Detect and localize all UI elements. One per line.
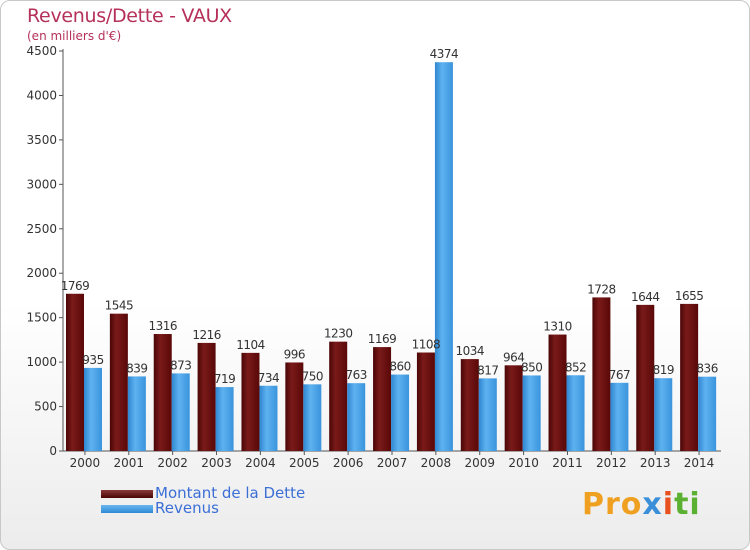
data-label-revenue: 873: [170, 358, 191, 372]
bar-debt: [197, 342, 216, 451]
x-tick-label: 2001: [114, 456, 145, 470]
data-label-debt: 1104: [236, 338, 265, 352]
x-tick-label: 2010: [508, 456, 539, 470]
bar-debt: [680, 303, 699, 451]
bar-debt: [373, 347, 392, 451]
bar-revenue: [347, 383, 366, 451]
x-tick-label: 2008: [421, 456, 452, 470]
bar-debt: [329, 341, 348, 451]
data-label-debt: 1108: [412, 338, 441, 352]
data-label-revenue: 750: [302, 369, 323, 383]
data-label-debt: 1769: [61, 279, 90, 293]
y-tick-label: 0: [49, 444, 57, 458]
x-tick-label: 2004: [245, 456, 276, 470]
bar-debt: [504, 365, 523, 451]
bar-revenue: [434, 62, 453, 451]
data-label-revenue: 850: [521, 360, 542, 374]
data-label-debt: 1655: [675, 289, 704, 303]
y-tick-label: 4000: [26, 88, 57, 102]
x-tick-label: 2003: [201, 456, 232, 470]
x-tick-label: 2005: [289, 456, 320, 470]
legend-swatch-revenue: [101, 504, 153, 513]
data-label-revenue: 817: [477, 363, 498, 377]
x-tick-label: 2000: [70, 456, 101, 470]
legend-item-revenue: Revenus: [101, 501, 305, 516]
bar-debt: [548, 334, 567, 451]
data-label-debt: 1728: [587, 282, 616, 296]
data-label-debt: 1316: [148, 319, 177, 333]
y-tick-label: 3000: [26, 177, 57, 191]
data-label-revenue: 719: [214, 372, 235, 386]
y-tick-label: 500: [34, 400, 57, 414]
bar-revenue: [654, 378, 673, 451]
x-tick-label: 2007: [377, 456, 408, 470]
x-tick-label: 2006: [333, 456, 364, 470]
x-tick-label: 2002: [157, 456, 188, 470]
data-label-revenue: 767: [609, 368, 630, 382]
bar-debt: [66, 293, 84, 451]
bar-debt: [285, 362, 304, 451]
bar-revenue: [566, 375, 585, 451]
data-label-revenue: 4374: [430, 47, 459, 61]
legend-label-revenue: Revenus: [155, 499, 219, 517]
data-label-debt: 1644: [631, 290, 660, 304]
bar-revenue: [522, 375, 541, 451]
bar-revenue: [391, 374, 410, 451]
data-label-revenue: 935: [82, 353, 103, 367]
bar-debt: [109, 313, 128, 451]
data-labels: 1769 935 1545 839 1316 873 1216 719 1104 734 996 75…: [61, 47, 719, 386]
bar-revenue: [127, 376, 146, 451]
legend-label-debt: Montant de la Dette: [155, 484, 306, 502]
x-tick-label: 2013: [640, 456, 671, 470]
data-label-debt: 1310: [543, 320, 572, 334]
chart-subtitle: (en milliers d'€): [27, 29, 122, 43]
y-tick-label: 3500: [26, 133, 57, 147]
data-label-debt: 996: [284, 347, 305, 361]
x-tick-label: 2009: [464, 456, 495, 470]
data-label-revenue: 852: [565, 360, 586, 374]
legend-item-debt: Montant de la Dette: [101, 486, 305, 501]
bar-debt: [416, 352, 435, 451]
data-label-revenue: 860: [389, 360, 410, 374]
data-label-debt: 1216: [192, 328, 221, 342]
bar-revenue: [84, 367, 102, 451]
x-tick-label: 2012: [596, 456, 627, 470]
bar-revenue: [215, 387, 234, 451]
data-label-revenue: 734: [258, 371, 279, 385]
data-label-revenue: 763: [345, 368, 366, 382]
y-tick-label: 2500: [26, 222, 57, 236]
data-label-debt: 964: [503, 350, 524, 364]
legend-swatch-debt: [101, 489, 153, 498]
chart-title: Revenus/Dette - VAUX: [27, 5, 232, 27]
bar-revenue: [303, 384, 322, 451]
bars: [66, 62, 717, 451]
y-tick-label: 4500: [26, 44, 57, 58]
data-label-debt: 1169: [368, 332, 397, 346]
x-tick-label: 2011: [552, 456, 583, 470]
data-label-revenue: 839: [126, 361, 147, 375]
bar-revenue: [171, 373, 190, 451]
bar-debt: [241, 352, 260, 451]
proxiti-logo: Proxiti: [582, 487, 701, 522]
bar-debt: [636, 304, 655, 451]
bar-debt: [153, 334, 172, 451]
legend: Montant de la Dette Revenus: [101, 486, 305, 516]
data-label-debt: 1230: [324, 327, 353, 341]
bar-revenue: [610, 382, 629, 451]
bar-revenue: [259, 385, 278, 451]
data-label-revenue: 836: [696, 362, 717, 376]
x-tick-label: 2014: [684, 456, 715, 470]
bar-revenue: [698, 376, 717, 451]
bar-debt: [460, 359, 479, 451]
data-label-revenue: 819: [653, 363, 674, 377]
bar-revenue: [478, 378, 497, 451]
data-label-debt: 1034: [456, 344, 485, 358]
y-tick-label: 1000: [26, 355, 57, 369]
bar-debt: [592, 297, 611, 451]
y-tick-label: 2000: [26, 266, 57, 280]
data-label-debt: 1545: [105, 299, 134, 313]
y-tick-label: 1500: [26, 311, 57, 325]
